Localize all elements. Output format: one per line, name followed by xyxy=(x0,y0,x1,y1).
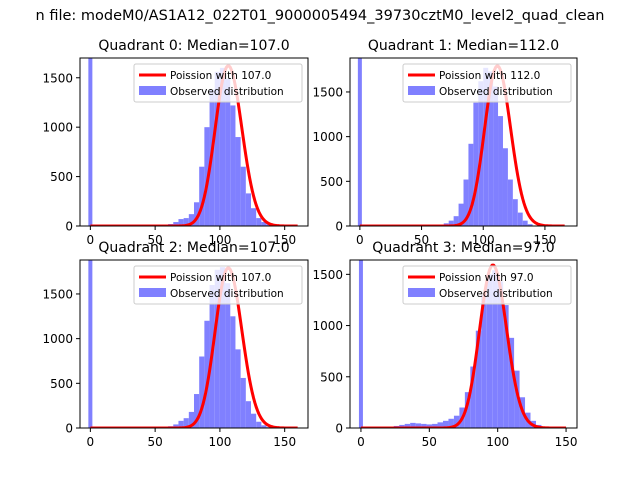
q1-hist-bar xyxy=(523,221,528,226)
q0-x-tick-label: 0 xyxy=(87,233,95,247)
q2-hist-bar xyxy=(251,414,256,428)
q1-zero-bar xyxy=(358,58,362,226)
q1-legend-fit-label: Poission with 112.0 xyxy=(439,70,540,82)
q0-zero-bar xyxy=(88,58,92,226)
q2-x-tick-label: 100 xyxy=(208,435,231,449)
q3-x-tick-label: 0 xyxy=(357,435,365,449)
q2-legend-fit-label: Poission with 107.0 xyxy=(170,272,271,284)
q2-legend-observed-label: Observed distribution xyxy=(170,288,284,300)
q3-y-tick-label: 0 xyxy=(335,422,343,436)
q3-y-tick-label: 500 xyxy=(320,370,343,384)
q1-hist-bar xyxy=(518,213,523,226)
q1-x-tick-label: 0 xyxy=(356,233,364,247)
q1-title: Quadrant 1: Median=112.0 xyxy=(368,38,559,54)
q0-hist-bar xyxy=(246,193,251,226)
q1-hist-bar xyxy=(503,148,508,226)
q3-x-tick-label: 100 xyxy=(486,435,509,449)
q2-hist-bar xyxy=(246,401,251,428)
q2-title: Quadrant 2: Median=107.0 xyxy=(98,240,289,256)
q0-hist-bar xyxy=(241,167,246,226)
q3-x-tick-label: 150 xyxy=(555,435,578,449)
q0-y-tick-label: 1500 xyxy=(42,71,73,85)
q0-legend-observed-swatch xyxy=(139,86,166,95)
q0-hist-bar xyxy=(235,137,240,226)
q0-legend-fit-label: Poission with 107.0 xyxy=(170,70,271,82)
q0-y-tick-label: 1000 xyxy=(42,121,73,135)
q3-y-tick-label: 1000 xyxy=(312,319,343,333)
q3-y-tick-label: 1500 xyxy=(312,268,343,282)
q2-hist-bar xyxy=(225,283,230,428)
q2-y-tick-label: 0 xyxy=(65,422,73,436)
q2-hist-bar xyxy=(230,316,235,428)
q1-hist-bar xyxy=(508,180,513,226)
q0-hist-bar xyxy=(256,218,261,226)
q2-hist-bar xyxy=(235,349,240,428)
q1-y-tick-label: 1000 xyxy=(312,130,343,144)
q2-hist-bar xyxy=(256,422,261,428)
q2-x-tick-label: 150 xyxy=(273,435,296,449)
q1-y-tick-label: 0 xyxy=(335,220,343,234)
q3-legend-observed-label: Observed distribution xyxy=(439,288,553,300)
q3-title: Quadrant 3: Median=97.0 xyxy=(372,240,554,256)
q1-hist-bar xyxy=(513,199,518,226)
q3-zero-bar xyxy=(359,260,363,428)
q3-legend-fit-label: Poission with 97.0 xyxy=(439,272,534,284)
q2-y-tick-label: 500 xyxy=(50,377,73,391)
q2-y-tick-label: 1500 xyxy=(42,287,73,301)
q2-x-tick-label: 0 xyxy=(87,435,95,449)
q0-hist-bar xyxy=(230,105,235,226)
q2-y-tick-label: 1000 xyxy=(42,332,73,346)
q1-hist-bar xyxy=(498,116,503,226)
q0-legend-observed-label: Observed distribution xyxy=(170,86,284,98)
q1-legend-observed-swatch xyxy=(408,86,435,95)
q1-y-tick-label: 500 xyxy=(320,175,343,189)
q2-hist-bar xyxy=(241,378,246,428)
q1-hist-bar xyxy=(473,103,478,226)
q0-title: Quadrant 0: Median=107.0 xyxy=(98,38,289,54)
q0-hist-bar xyxy=(251,208,256,226)
q1-y-tick-label: 1500 xyxy=(312,85,343,99)
q0-y-tick-label: 500 xyxy=(50,170,73,184)
figure-suptitle: n file: modeM0/AS1A12_022T01_9000005494_… xyxy=(36,8,605,24)
q0-y-tick-label: 0 xyxy=(65,220,73,234)
q3-legend-observed-swatch xyxy=(408,288,435,297)
q3-x-tick-label: 50 xyxy=(422,435,437,449)
q2-zero-bar xyxy=(88,260,92,428)
q2-legend-observed-swatch xyxy=(139,288,166,297)
q1-legend-observed-label: Observed distribution xyxy=(439,86,553,98)
q2-x-tick-label: 50 xyxy=(147,435,162,449)
q1-hist-bar xyxy=(493,87,498,226)
